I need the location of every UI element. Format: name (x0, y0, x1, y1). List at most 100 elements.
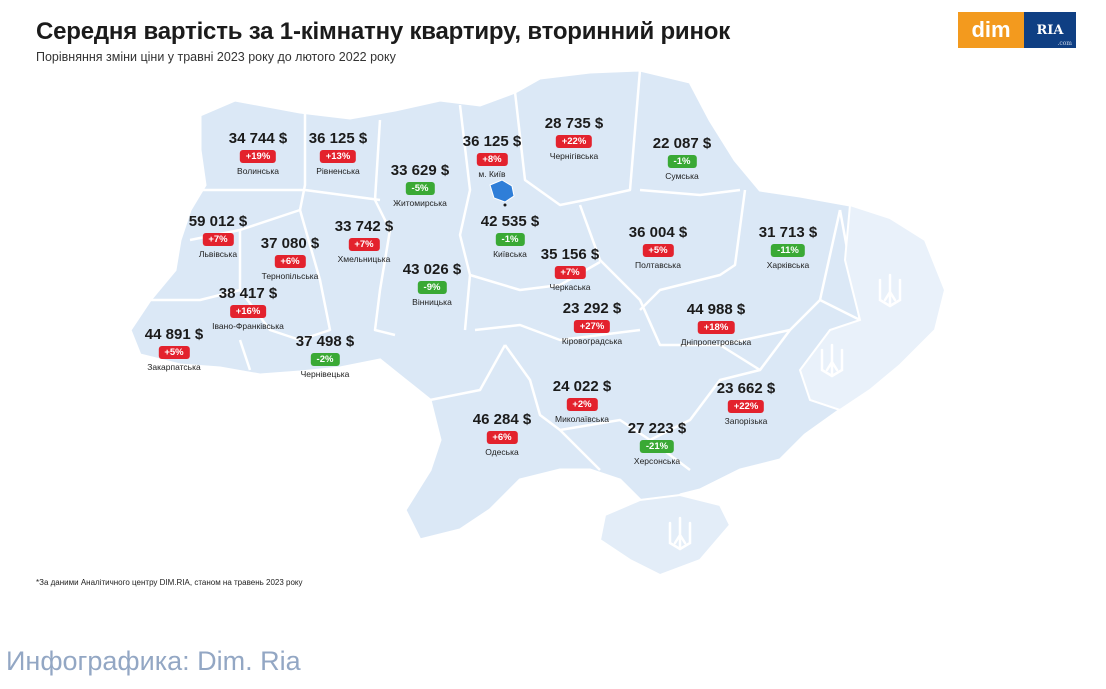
region-label: 36 125 $ +13% Рівненська (309, 130, 367, 176)
price-change-badge: -2% (310, 353, 340, 366)
region-label: 22 087 $ -1% Сумська (653, 135, 711, 181)
dim-ria-logo: dim RIA .com (958, 12, 1076, 48)
price-change-badge: +27% (573, 320, 611, 333)
region-price: 31 713 $ (758, 224, 818, 241)
region-name: Закарпатська (147, 362, 201, 372)
region-price: 23 662 $ (716, 380, 776, 397)
region-label: 23 292 $ +27% Кіровоградська (562, 300, 622, 346)
region-name: Тернопільська (261, 271, 319, 281)
price-change-badge: +16% (229, 305, 267, 318)
region-price: 43 026 $ (402, 261, 462, 278)
page-subtitle: Порівняння зміни ціни у травні 2023 року… (36, 50, 396, 64)
occupied-area-east (798, 203, 947, 412)
region-price: 44 891 $ (144, 326, 204, 343)
region-price: 59 012 $ (188, 213, 248, 230)
ukraine-map (128, 68, 947, 577)
region-label: 37 498 $ -2% Чернівецька (296, 333, 354, 379)
price-change-badge: +19% (239, 150, 277, 163)
price-change-badge: +5% (158, 346, 190, 359)
region-label: 44 988 $ +18% Дніпропетровська (681, 301, 752, 347)
region-label: 38 417 $ +16% Івано-Франківська (212, 285, 284, 331)
price-change-badge: +22% (555, 135, 593, 148)
region-price: 33 742 $ (334, 218, 394, 235)
price-change-badge: +6% (486, 431, 518, 444)
price-change-badge: +2% (566, 398, 598, 411)
region-label: 44 891 $ +5% Закарпатська (145, 326, 203, 372)
tryzub-icon (820, 343, 844, 378)
region-name: Львівська (198, 249, 238, 259)
region-name: Хмельницька (337, 254, 391, 264)
region-name: Херсонська (633, 456, 681, 466)
region-price: 34 744 $ (228, 130, 288, 147)
region-price: 36 125 $ (308, 130, 368, 147)
region-name: Харківська (766, 260, 810, 270)
kyiv-city-marker (489, 179, 515, 203)
region-price: 35 156 $ (540, 246, 600, 263)
region-price: 36 125 $ (462, 133, 522, 150)
region-price: 36 004 $ (628, 224, 688, 241)
region-price: 37 080 $ (260, 235, 320, 252)
price-change-badge: +8% (476, 153, 508, 166)
region-label: 36 004 $ +5% Полтавська (629, 224, 687, 270)
region-price: 28 735 $ (544, 115, 604, 132)
region-name: Кіровоградська (561, 336, 623, 346)
region-label: 43 026 $ -9% Вінницька (403, 261, 461, 307)
price-change-badge: -11% (771, 244, 805, 257)
region-name: Полтавська (635, 260, 681, 270)
logo-dim: dim (958, 12, 1024, 48)
logo-ria-suffix: .com (1057, 40, 1072, 47)
image-caption: Инфографика: Dim. Ria (6, 646, 301, 676)
price-change-badge: +7% (554, 266, 586, 279)
price-change-badge: +7% (348, 238, 380, 251)
region-label: 27 223 $ -21% Херсонська (628, 420, 686, 466)
footnote: *За даними Аналітичного центру DIM.RIA, … (36, 578, 303, 587)
region-price: 42 535 $ (480, 213, 540, 230)
price-change-badge: -21% (639, 440, 675, 453)
region-name: Чернівецька (300, 369, 350, 379)
region-name: Рівненська (316, 166, 360, 176)
region-label: 28 735 $ +22% Чернігівська (545, 115, 603, 161)
price-change-badge: -9% (417, 281, 447, 294)
page-title: Середня вартість за 1-кімнатну квартиру,… (36, 18, 731, 45)
region-name: Черкаська (549, 282, 591, 292)
region-label: 37 080 $ +6% Тернопільська (261, 235, 319, 281)
region-price: 46 284 $ (472, 411, 532, 428)
price-change-badge: -1% (495, 233, 525, 246)
region-name: Вінницька (412, 297, 452, 307)
region-name: Чернігівська (549, 151, 599, 161)
region-label: 23 662 $ +22% Запорізька (717, 380, 775, 426)
price-change-badge: +13% (319, 150, 357, 163)
region-name: Дніпропетровська (680, 337, 752, 347)
region-name: Сумська (665, 171, 699, 181)
logo-ria: RIA .com (1024, 12, 1076, 48)
region-name: Івано-Франківська (212, 321, 284, 331)
region-price: 38 417 $ (218, 285, 278, 302)
region-name: Миколаївська (555, 414, 609, 424)
price-change-badge: -1% (667, 155, 697, 168)
region-price: 33 629 $ (390, 162, 450, 179)
crimea (598, 493, 732, 577)
region-name: Житомирська (393, 198, 447, 208)
logo-ria-text: RIA (1036, 22, 1064, 38)
tryzub-icon (668, 516, 692, 551)
price-change-badge: +22% (727, 400, 765, 413)
region-name: Київська (493, 249, 527, 259)
region-name: Запорізька (724, 416, 768, 426)
region-label: 34 744 $ +19% Волинська (229, 130, 287, 176)
region-label: 24 022 $ +2% Миколаївська (553, 378, 611, 424)
price-change-badge: +5% (642, 244, 674, 257)
region-price: 23 292 $ (562, 300, 622, 317)
region-price: 22 087 $ (652, 135, 712, 152)
region-price: 44 988 $ (686, 301, 746, 318)
region-label: 33 629 $ -5% Житомирська (391, 162, 449, 208)
price-change-badge: +6% (274, 255, 306, 268)
kyiv-dot (503, 203, 507, 207)
region-name: Волинська (237, 166, 279, 176)
region-price: 37 498 $ (295, 333, 355, 350)
price-change-badge: -5% (405, 182, 435, 195)
region-label: 59 012 $ +7% Львівська (189, 213, 247, 259)
region-label: 42 535 $ -1% Київська (481, 213, 539, 259)
region-label: 46 284 $ +6% Одеська (473, 411, 531, 457)
region-label: 31 713 $ -11% Харківська (759, 224, 817, 270)
region-label: 36 125 $ +8% м. Київ (463, 133, 521, 179)
